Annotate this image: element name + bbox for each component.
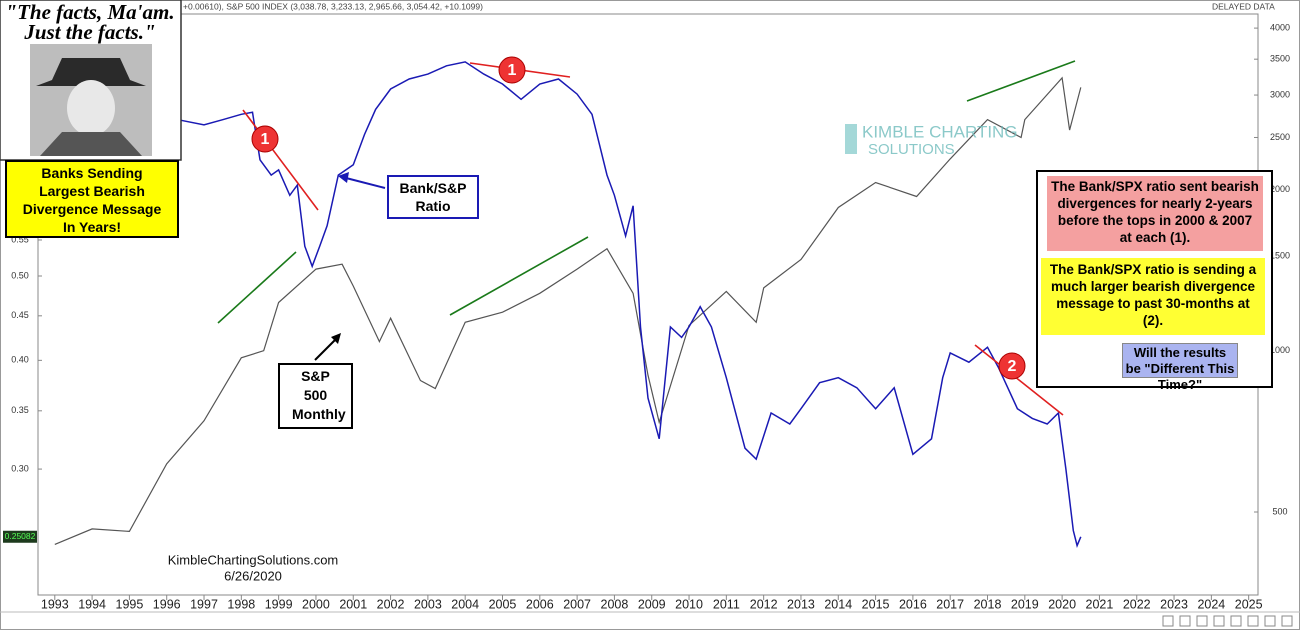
- note-1: The Bank/SPX ratio sent bearish divergen…: [1047, 176, 1263, 251]
- watermark: SOLUTIONS: [868, 141, 955, 158]
- y2-tick-label: 2000: [1270, 184, 1290, 194]
- x-tick-label: 2017: [936, 597, 964, 611]
- ratio-line: [177, 61, 1082, 548]
- x-tick-label: 2016: [899, 597, 927, 611]
- note-3: Will the results be "Different This Time…: [1122, 343, 1238, 392]
- x-tick-label: 1995: [116, 597, 144, 611]
- quote-line: "The facts, Ma'am.: [5, 0, 174, 24]
- last-value-label: 0.25082: [5, 531, 36, 541]
- header-status: DELAYED DATA: [1212, 1, 1275, 11]
- x-tick-label: 2020: [1048, 597, 1076, 611]
- y2-tick-label: 1500: [1270, 251, 1290, 261]
- marker-label: 1: [261, 131, 270, 148]
- ratio-callout: Bank/S&P Ratio: [387, 175, 479, 219]
- x-tick-label: 2005: [489, 597, 517, 611]
- y-tick-label: 0.30: [11, 463, 29, 473]
- x-tick-label: 1998: [227, 597, 255, 611]
- date: 6/26/2020: [224, 568, 282, 583]
- headline-box: Banks Sending Largest Bearish Divergence…: [5, 160, 179, 238]
- x-tick-label: 2019: [1011, 597, 1039, 611]
- marker-circle: [251, 125, 279, 153]
- x-tick-label: 2015: [862, 597, 890, 611]
- y2-tick-label: 500: [1272, 506, 1287, 516]
- x-tick-label: 2006: [526, 597, 554, 611]
- y2-tick-label: 1000: [1270, 345, 1290, 355]
- photo-hat: [36, 58, 146, 86]
- arrow: [314, 339, 336, 361]
- marker-circle: [998, 352, 1026, 380]
- spx-callout: S&P 500 Monthly: [278, 363, 353, 429]
- note-2: The Bank/SPX ratio is sending a much lar…: [1041, 258, 1265, 335]
- x-tick-label: 2024: [1197, 597, 1225, 611]
- green-divergence-line: [449, 236, 589, 316]
- last-value-badge: [3, 530, 37, 543]
- x-tick-label: 2011: [713, 597, 740, 611]
- y-tick-label: 0.40: [11, 355, 29, 365]
- toolbar-icon[interactable]: [1213, 615, 1225, 627]
- red-divergence-line: [974, 344, 1064, 416]
- x-tick-label: 1993: [41, 597, 69, 611]
- y2-tick-label: 3000: [1270, 89, 1290, 99]
- y-tick-label: 0.55: [11, 234, 29, 244]
- header-ticker: +0.00610), S&P 500 INDEX (3,038.78, 3,23…: [183, 1, 483, 11]
- x-tick-label: 2010: [675, 597, 703, 611]
- x-tick-label: 2018: [974, 597, 1002, 611]
- x-tick-label: 2009: [638, 597, 666, 611]
- red-divergence-line: [242, 109, 319, 211]
- spx-line: [54, 76, 1082, 545]
- watermark-logo: [845, 124, 857, 154]
- x-tick-label: 2001: [339, 597, 367, 611]
- y-tick-label: 0.50: [11, 270, 29, 280]
- green-divergence-line: [217, 251, 297, 324]
- marker-label: 2: [1008, 358, 1017, 375]
- watermark: KIMBLE CHARTING: [862, 122, 1018, 141]
- x-tick-label: 1997: [190, 597, 218, 611]
- toolbar-icon[interactable]: [1247, 615, 1259, 627]
- marker-label: 1: [508, 62, 517, 79]
- y-tick-label: 0.45: [11, 310, 29, 320]
- photo-face: [67, 80, 115, 136]
- toolbar-icon[interactable]: [1264, 615, 1276, 627]
- y2-tick-label: 3500: [1270, 54, 1290, 64]
- x-tick-label: 1994: [78, 597, 106, 611]
- x-tick-label: 1999: [265, 597, 293, 611]
- toolbar-icon[interactable]: [1162, 615, 1174, 627]
- y-tick-label: 0.35: [11, 405, 29, 415]
- x-tick-label: 2022: [1123, 597, 1151, 611]
- x-tick-label: 2025: [1235, 597, 1263, 611]
- toolbar-icon[interactable]: [1196, 615, 1208, 627]
- green-divergence-line: [966, 60, 1076, 102]
- arrow-head: [331, 333, 341, 344]
- x-tick-label: 2004: [451, 597, 479, 611]
- trend-lines: [217, 60, 1076, 416]
- x-tick-label: 2023: [1160, 597, 1188, 611]
- toolbar-icon[interactable]: [1230, 615, 1242, 627]
- x-tick-label: 2000: [302, 597, 330, 611]
- quote-line: Just the facts.": [23, 20, 155, 44]
- x-tick-label: 2008: [601, 597, 629, 611]
- callout-arrows: [314, 172, 386, 361]
- arrow-head: [338, 172, 349, 183]
- toolbar: [1162, 615, 1293, 627]
- marker-circle: [498, 56, 526, 84]
- x-tick-label: 1996: [153, 597, 181, 611]
- x-tick-label: 2003: [414, 597, 442, 611]
- y2-tick-label: 4000: [1270, 22, 1290, 32]
- x-tick-label: 2021: [1086, 597, 1114, 611]
- x-tick-label: 2002: [377, 597, 405, 611]
- x-tick-label: 2012: [750, 597, 778, 611]
- x-tick-label: 2013: [787, 597, 815, 611]
- toolbar-icon[interactable]: [1281, 615, 1293, 627]
- toolbar-icon[interactable]: [1179, 615, 1191, 627]
- x-tick-label: 2014: [824, 597, 852, 611]
- x-tick-label: 2007: [563, 597, 591, 611]
- arrow: [345, 177, 386, 189]
- photo-suit: [40, 132, 142, 156]
- credit: KimbleChartingSolutions.com: [168, 552, 339, 567]
- y2-tick-label: 2500: [1270, 132, 1290, 142]
